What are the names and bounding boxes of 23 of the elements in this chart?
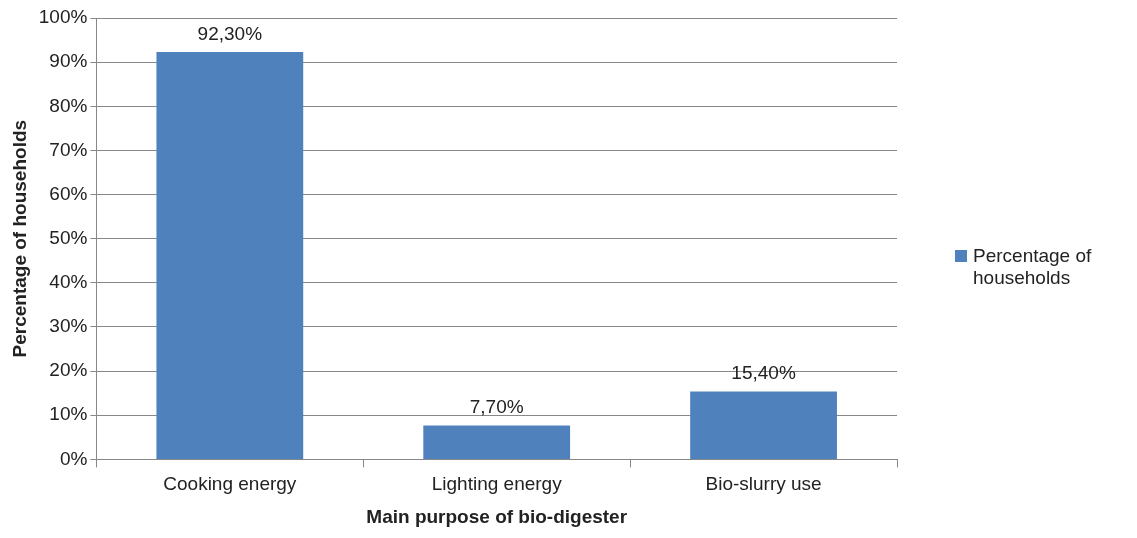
legend-label: Percentage of households [973, 245, 1093, 289]
x-axis-title: Main purpose of bio-digester [366, 505, 628, 527]
bar [423, 425, 571, 459]
data-label: 92,30% [197, 22, 263, 44]
y-tick-label: 100% [38, 6, 88, 28]
y-axis-title: Percentage of households [8, 119, 30, 358]
y-tick-label: 60% [49, 182, 88, 204]
y-tick-label: 90% [49, 50, 88, 72]
y-tick-label: 30% [49, 315, 88, 337]
y-tick-label: 80% [49, 94, 88, 116]
y-tick-label: 20% [49, 359, 88, 381]
y-tick-label: 70% [49, 138, 88, 160]
bar [156, 51, 304, 459]
y-tick-label: 50% [49, 226, 88, 248]
y-tick-label: 40% [49, 271, 88, 293]
bar [690, 391, 837, 459]
x-tick-label: Cooking energy [163, 473, 297, 495]
data-label: 15,40% [731, 362, 796, 384]
y-tick-label: 0% [59, 447, 88, 469]
y-tick-label: 10% [49, 403, 88, 425]
x-tick-label: Lighting energy [431, 473, 563, 495]
data-label: 7,70% [469, 396, 524, 418]
x-tick-label: Bio-slurry use [705, 473, 822, 495]
